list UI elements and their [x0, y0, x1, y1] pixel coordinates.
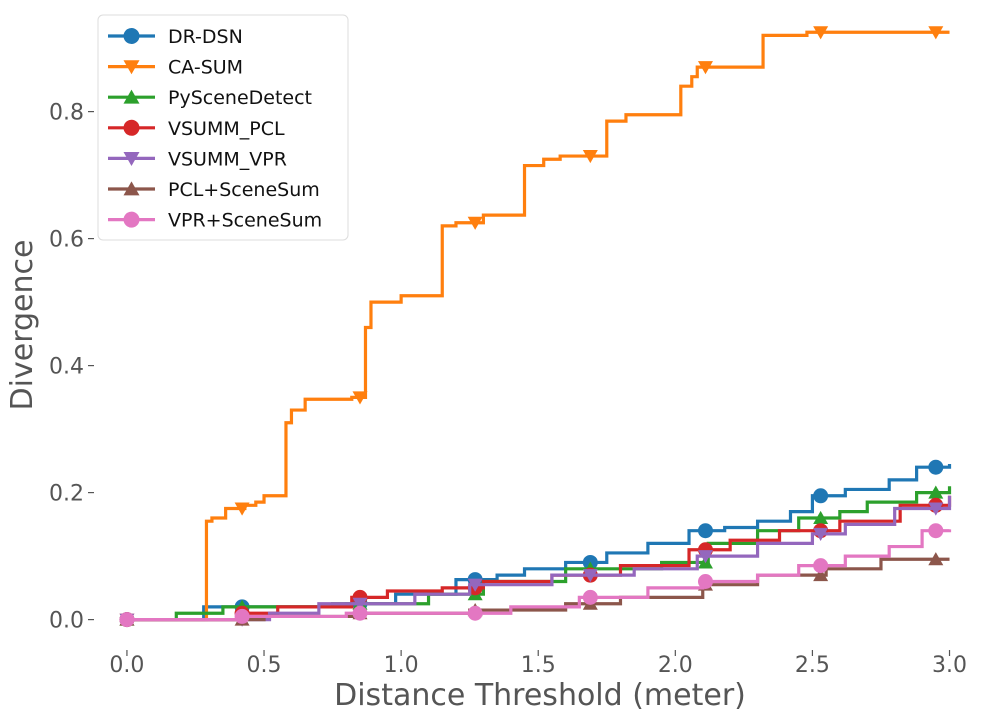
marker-dr-dsn — [697, 523, 713, 539]
y-tick-label: 0.0 — [49, 609, 84, 634]
marker-ca-sum — [582, 150, 598, 164]
legend-label-vsumm-vpr: VSUMM_VPR — [168, 148, 287, 170]
legend-label-vpr-scenesum: VPR+SceneSum — [168, 210, 322, 232]
legend-box — [97, 14, 349, 241]
marker-ca-sum — [697, 61, 713, 75]
x-tick-label: 0.5 — [247, 653, 282, 678]
marker-vsumm-vpr — [582, 569, 598, 583]
legend-label-dr-dsn: DR-DSN — [168, 26, 243, 48]
marker-ca-sum — [234, 502, 250, 516]
legend-marker-vpr-scenesum — [123, 211, 140, 228]
legend: DR-DSN CA-SUM PySceneDetect VSUMM_PCL VSUMM_… — [97, 14, 349, 241]
marker-ca-sum — [928, 26, 944, 40]
x-tick-label: 3.0 — [932, 653, 967, 678]
marker-vpr-scenesum — [234, 608, 250, 624]
legend-marker-vsumm-vpr — [123, 152, 140, 166]
x-tick-label: 2.5 — [795, 653, 830, 678]
marker-vpr-scenesum — [467, 605, 483, 621]
legend-marker-dr-dsn — [123, 28, 140, 44]
y-tick-label: 0.4 — [49, 355, 84, 380]
y-tick-label: 0.2 — [49, 482, 84, 507]
marker-vsumm-vpr — [697, 550, 713, 564]
marker-vpr-scenesum — [119, 612, 135, 628]
y-axis-title: Divergence — [5, 240, 40, 411]
marker-ca-sum — [352, 391, 368, 405]
marker-vsumm-vpr — [352, 597, 368, 611]
series-line-ca-sum — [126, 30, 950, 622]
marker-dr-dsn — [928, 459, 944, 475]
x-tick-label: 1.5 — [521, 653, 556, 678]
x-tick-label: 2.0 — [658, 653, 693, 678]
x-tick-label: 1.0 — [384, 653, 419, 678]
marker-pyscenedetect — [813, 510, 829, 524]
marker-vpr-scenesum — [697, 574, 713, 589]
legend-label-pcl-scenesum: PCL+SceneSum — [168, 179, 320, 201]
marker-vpr-scenesum — [813, 558, 829, 574]
marker-vsumm-vpr — [467, 578, 483, 592]
marker-dr-dsn — [813, 488, 829, 504]
marker-vpr-scenesum — [582, 589, 598, 605]
y-tick-label: 0.6 — [49, 228, 84, 253]
x-axis-title: Distance Threshold (meter) — [334, 678, 746, 713]
marker-vpr-scenesum — [352, 605, 368, 621]
marker-pyscenedetect — [928, 485, 944, 499]
plot-area — [119, 26, 952, 628]
series-line-dr-dsn — [126, 464, 952, 622]
marker-vsumm-vpr — [813, 527, 829, 541]
series-line-vsumm-vpr — [126, 495, 952, 622]
marker-ca-sum — [813, 26, 829, 40]
legend-marker-pcl-scenesum — [123, 181, 140, 196]
legend-label-ca-sum: CA-SUM — [168, 57, 243, 79]
legend-marker-ca-sum — [123, 60, 140, 75]
marker-pcl-scenesum — [928, 552, 944, 566]
marker-ca-sum — [467, 216, 483, 230]
series-line-vsumm-pcl — [126, 495, 952, 622]
legend-marker-vsumm-pcl — [123, 119, 140, 136]
y-tick-label: 0.8 — [49, 101, 84, 126]
marker-pcl-scenesum — [813, 568, 829, 582]
marker-vsumm-vpr — [928, 502, 944, 516]
legend-label-vsumm-pcl: VSUMM_PCL — [168, 118, 285, 140]
y-axis: 0.0 0.2 0.4 0.6 0.8 — [49, 101, 94, 634]
x-tick-label: 0.0 — [109, 653, 144, 678]
legend-marker-pyscenedetect — [123, 89, 140, 104]
marker-vpr-scenesum — [928, 523, 944, 539]
legend-label-pyscenedetect: PySceneDetect — [168, 87, 312, 109]
x-axis: 0.0 0.5 1.0 1.5 2.0 2.5 3.0 — [109, 650, 967, 678]
